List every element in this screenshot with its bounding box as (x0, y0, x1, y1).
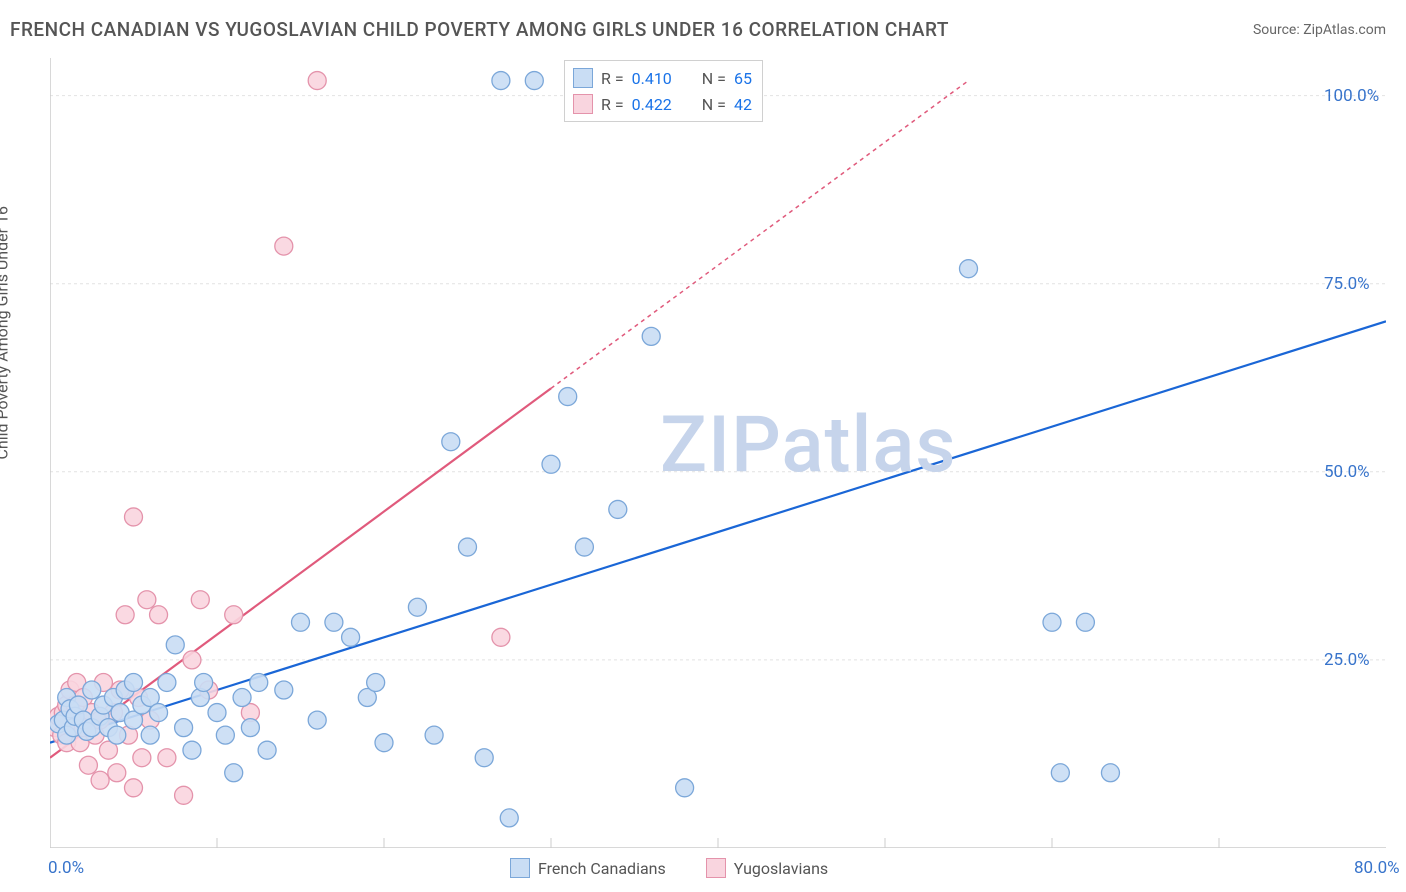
n-value: 42 (734, 95, 752, 114)
chart-area (50, 58, 1386, 848)
r-label: R = (601, 95, 624, 114)
legend-swatch (510, 858, 530, 878)
n-label: N = (702, 95, 726, 114)
stats-row: R = 0.422 N = 42 (573, 91, 752, 117)
legend: French Canadians Yugoslavians (510, 858, 828, 878)
y-tick-75: 75.0% (1324, 274, 1370, 294)
legend-item: Yugoslavians (706, 858, 828, 878)
series-swatch (573, 94, 593, 114)
series-swatch (573, 68, 593, 88)
stats-row: R = 0.410 N = 65 (573, 65, 752, 91)
y-tick-25: 25.0% (1324, 650, 1370, 670)
r-value: 0.410 (632, 69, 672, 88)
x-tick-min: 0.0% (48, 858, 84, 878)
r-value: 0.422 (632, 95, 672, 114)
r-label: R = (601, 69, 624, 88)
legend-swatch (706, 858, 726, 878)
page-title: FRENCH CANADIAN VS YUGOSLAVIAN CHILD POV… (10, 18, 949, 41)
n-label: N = (702, 69, 726, 88)
y-tick-50: 50.0% (1324, 462, 1370, 482)
y-axis-label: Child Poverty Among Girls Under 16 (0, 206, 12, 460)
scatter-chart (50, 58, 1386, 848)
legend-label: French Canadians (538, 859, 666, 878)
n-value: 65 (734, 69, 752, 88)
y-tick-100: 100.0% (1324, 86, 1379, 106)
x-tick-max: 80.0% (1354, 858, 1400, 878)
legend-label: Yugoslavians (734, 859, 828, 878)
legend-item: French Canadians (510, 858, 666, 878)
stats-box: R = 0.410 N = 65 R = 0.422 N = 42 (564, 60, 763, 122)
source-credit: Source: ZipAtlas.com (1253, 22, 1386, 38)
